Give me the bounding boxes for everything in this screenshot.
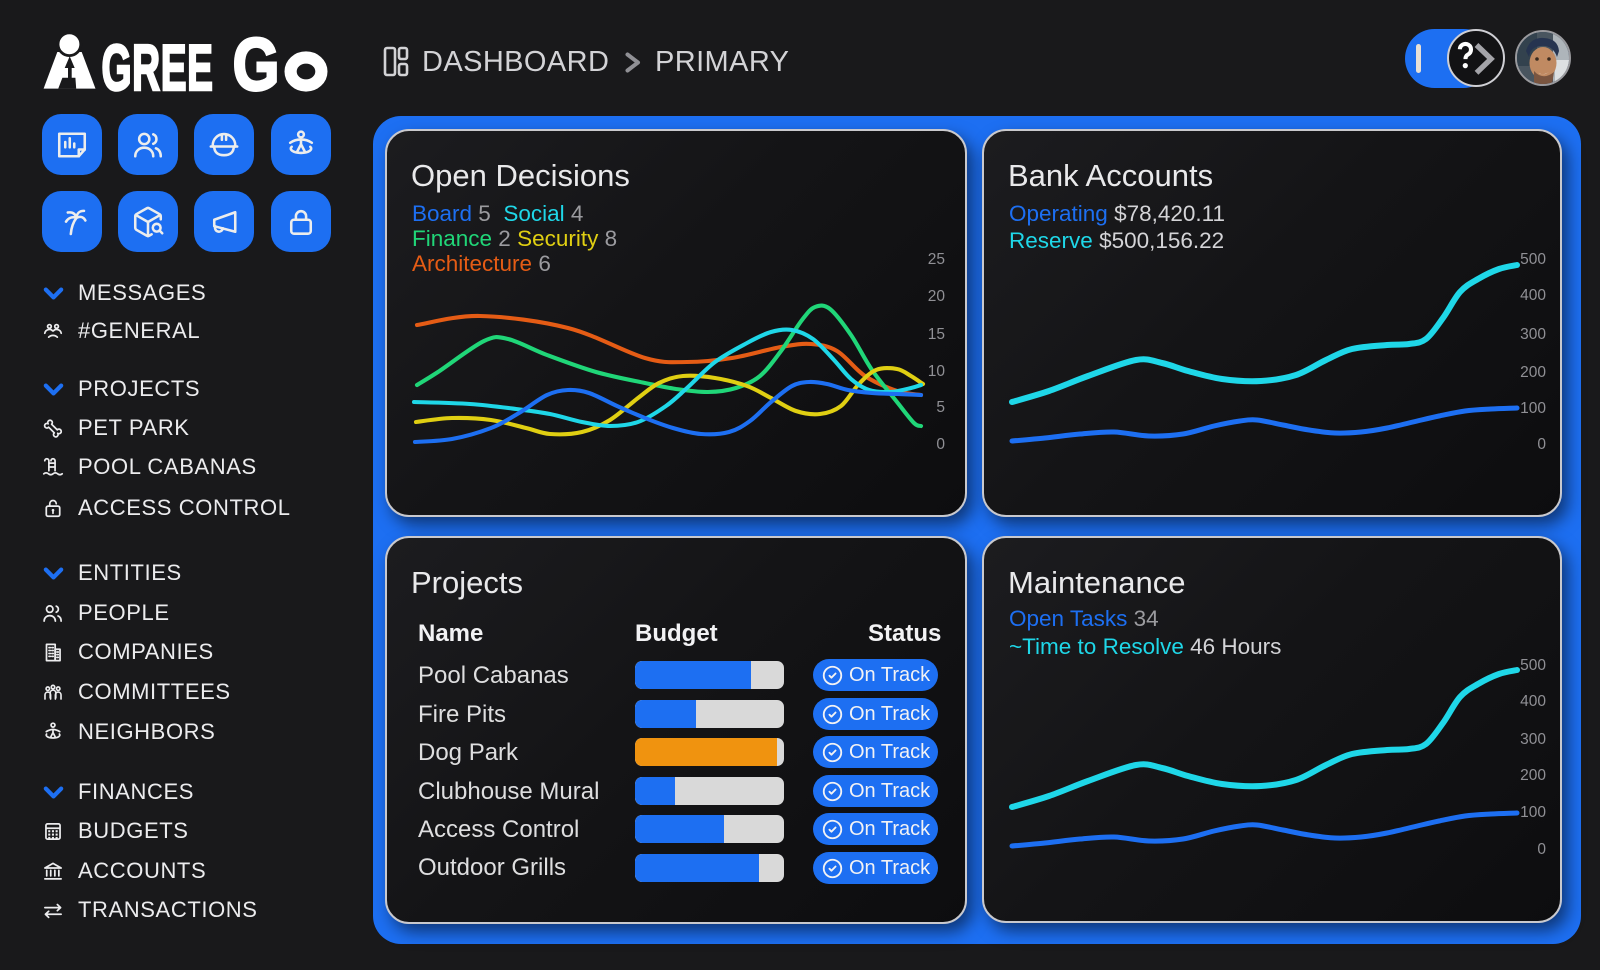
svg-text:100: 100 [1520, 804, 1546, 821]
svg-text:500: 500 [1520, 251, 1546, 268]
svg-text:0: 0 [1537, 841, 1546, 858]
svg-text:0: 0 [1537, 436, 1546, 453]
svg-text:G: G [233, 28, 280, 98]
svg-text:200: 200 [1520, 364, 1546, 381]
svg-text:GREE: GREE [102, 33, 214, 98]
svg-text:5: 5 [936, 399, 945, 416]
svg-text:100: 100 [1520, 400, 1546, 417]
svg-text:200: 200 [1520, 767, 1546, 784]
svg-text:20: 20 [928, 288, 946, 305]
svg-text:400: 400 [1520, 287, 1546, 304]
svg-text:0: 0 [936, 436, 945, 453]
svg-text:400: 400 [1520, 693, 1546, 710]
svg-text:300: 300 [1520, 326, 1546, 343]
svg-text:300: 300 [1520, 731, 1546, 748]
svg-text:500: 500 [1520, 657, 1546, 674]
svg-text:25: 25 [928, 251, 945, 268]
svg-text:10: 10 [928, 363, 946, 380]
svg-text:15: 15 [928, 326, 945, 343]
